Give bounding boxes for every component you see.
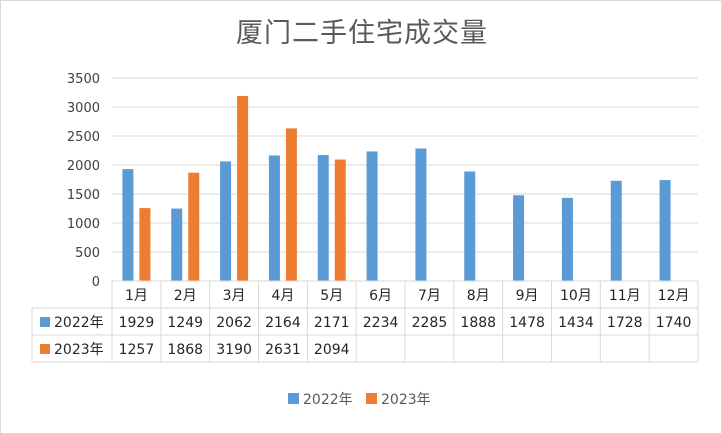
data-label: 2234 [363,315,399,331]
table-row-label: 2023年 [54,342,104,358]
bar-2023年-3月 [237,95,249,281]
data-label: 1249 [167,315,203,331]
table-legend-key [40,317,50,327]
bar-2022年-12月 [659,180,671,281]
bar-2022年-8月 [464,171,476,281]
data-label: 1868 [167,342,203,358]
bar-2023年-4月 [285,128,297,281]
x-tick-label: 3月 [223,288,246,304]
bar-2022年-1月 [122,169,134,281]
legend-label: 2022年 [303,392,353,408]
y-tick-label: 500 [75,246,100,261]
x-tick-label: 7月 [418,288,441,304]
y-tick-label: 2500 [67,130,100,145]
bar-2022年-6月 [366,151,378,281]
data-label: 1728 [607,315,643,331]
data-label: 3190 [216,342,252,358]
y-tick-label: 1000 [67,217,100,232]
x-tick-label: 4月 [271,288,294,304]
y-tick-label: 2000 [67,159,100,174]
x-tick-label: 5月 [320,288,343,304]
data-label: 2285 [412,315,448,331]
x-tick-label: 6月 [369,288,392,304]
bar-2022年-5月 [317,155,329,281]
x-tick-label: 1月 [125,288,148,304]
data-label: 1888 [460,315,496,331]
bar-2023年-2月 [188,172,200,281]
data-label: 1257 [119,342,155,358]
data-label: 2062 [216,315,252,331]
data-label: 1478 [509,315,545,331]
y-tick-label: 1500 [67,188,100,203]
x-tick-label: 9月 [516,288,539,304]
data-label: 2094 [314,342,350,358]
data-label: 1929 [119,315,155,331]
legend-key [288,393,299,404]
y-tick-label: 3500 [67,72,100,87]
table-legend-key [40,344,50,354]
chart-title: 厦门二手住宅成交量 [236,18,488,49]
y-tick-label: 0 [92,275,100,290]
bar-2022年-7月 [415,148,427,281]
y-tick-label: 3000 [67,101,100,116]
data-label: 1740 [656,315,692,331]
x-tick-label: 11月 [609,288,641,304]
table-row-label: 2022年 [54,315,104,331]
bar-2022年-2月 [171,208,183,281]
data-label: 2631 [265,342,301,358]
bar-2022年-9月 [513,195,525,281]
legend-key [366,393,377,404]
data-label: 1434 [558,315,594,331]
data-label: 2164 [265,315,301,331]
legend-label: 2023年 [381,392,431,408]
bar-2022年-11月 [610,180,622,281]
x-tick-label: 8月 [467,288,490,304]
bar-2022年-10月 [561,197,573,281]
bar-2022年-3月 [220,161,232,281]
bar-2022年-4月 [268,155,280,281]
data-label: 2171 [314,315,350,331]
x-tick-label: 2月 [174,288,197,304]
bar-2023年-5月 [334,159,346,281]
bar-2023年-1月 [139,208,151,281]
x-tick-label: 10月 [560,288,592,304]
x-tick-label: 12月 [658,288,690,304]
